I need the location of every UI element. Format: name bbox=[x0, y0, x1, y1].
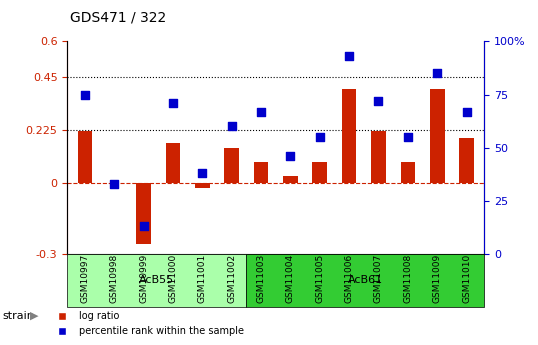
Point bbox=[168, 100, 177, 106]
Text: GSM11005: GSM11005 bbox=[315, 254, 324, 303]
FancyBboxPatch shape bbox=[67, 254, 246, 307]
Bar bbox=[313, 162, 327, 183]
Point bbox=[286, 154, 295, 159]
Point bbox=[110, 181, 118, 187]
Bar bbox=[430, 89, 444, 183]
Point bbox=[433, 70, 442, 76]
Point bbox=[315, 134, 324, 140]
Point bbox=[198, 170, 207, 176]
Text: GSM10997: GSM10997 bbox=[80, 254, 89, 303]
Text: AcB55: AcB55 bbox=[139, 276, 174, 285]
Text: GSM11002: GSM11002 bbox=[227, 254, 236, 303]
Text: GSM11009: GSM11009 bbox=[433, 254, 442, 303]
Bar bbox=[136, 183, 151, 245]
Bar bbox=[342, 89, 357, 183]
Bar bbox=[77, 131, 92, 183]
Text: GSM11006: GSM11006 bbox=[345, 254, 353, 303]
Point bbox=[257, 109, 265, 114]
Bar bbox=[224, 148, 239, 183]
Bar bbox=[254, 162, 268, 183]
Point bbox=[345, 53, 353, 59]
Point bbox=[374, 98, 383, 104]
Text: GDS471 / 322: GDS471 / 322 bbox=[70, 10, 166, 24]
Text: ▶: ▶ bbox=[30, 311, 38, 321]
Point bbox=[81, 92, 89, 97]
Point bbox=[404, 134, 412, 140]
Bar bbox=[400, 162, 415, 183]
Text: GSM11001: GSM11001 bbox=[198, 254, 207, 303]
Bar bbox=[371, 131, 386, 183]
Text: GSM11010: GSM11010 bbox=[462, 254, 471, 303]
Bar bbox=[195, 183, 210, 188]
FancyBboxPatch shape bbox=[246, 254, 484, 307]
Text: AcB61: AcB61 bbox=[348, 276, 383, 285]
Legend: log ratio, percentile rank within the sample: log ratio, percentile rank within the sa… bbox=[48, 307, 248, 340]
Text: GSM11000: GSM11000 bbox=[168, 254, 178, 303]
Text: strain: strain bbox=[3, 311, 34, 321]
Text: GSM11004: GSM11004 bbox=[286, 254, 295, 303]
Bar bbox=[459, 138, 474, 183]
Text: GSM11008: GSM11008 bbox=[404, 254, 412, 303]
Text: GSM10999: GSM10999 bbox=[139, 254, 148, 303]
Point bbox=[228, 124, 236, 129]
Bar bbox=[283, 176, 298, 183]
Text: GSM11007: GSM11007 bbox=[374, 254, 383, 303]
Text: GSM10998: GSM10998 bbox=[110, 254, 119, 303]
Point bbox=[462, 109, 471, 114]
Point bbox=[139, 224, 148, 229]
Text: GSM11003: GSM11003 bbox=[257, 254, 266, 303]
Bar bbox=[166, 143, 180, 183]
